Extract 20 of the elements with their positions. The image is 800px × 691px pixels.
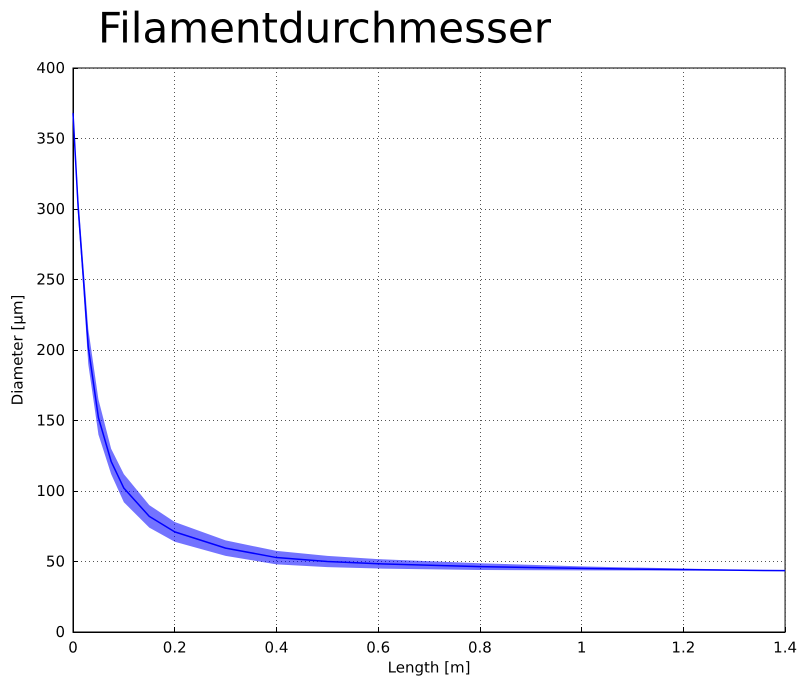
y-axis-title: Diameter [µm] <box>8 294 26 406</box>
x-tick-label: 0.8 <box>468 638 492 656</box>
x-tick-label: 0.6 <box>366 638 390 656</box>
y-tick-label: 250 <box>36 270 65 288</box>
x-axis-title: Length [m] <box>388 658 470 676</box>
x-tick-label: 1 <box>576 638 586 656</box>
x-tick-label: 0.4 <box>264 638 288 656</box>
x-tick-label: 1.2 <box>671 638 696 656</box>
x-tick-label: 0.2 <box>162 638 187 656</box>
y-tick-label: 400 <box>36 59 65 77</box>
y-tick-label: 300 <box>36 200 65 218</box>
x-tick-label: 0 <box>68 638 78 656</box>
x-tick-label: 1.4 <box>773 638 797 656</box>
chart-title: Filamentdurchmesser <box>98 4 552 52</box>
y-tick-label: 150 <box>36 412 65 430</box>
y-tick-label: 350 <box>36 130 65 148</box>
y-tick-label: 50 <box>46 552 65 570</box>
y-tick-label: 0 <box>55 623 65 641</box>
y-tick-label: 100 <box>36 482 65 500</box>
y-tick-label: 200 <box>36 341 65 359</box>
